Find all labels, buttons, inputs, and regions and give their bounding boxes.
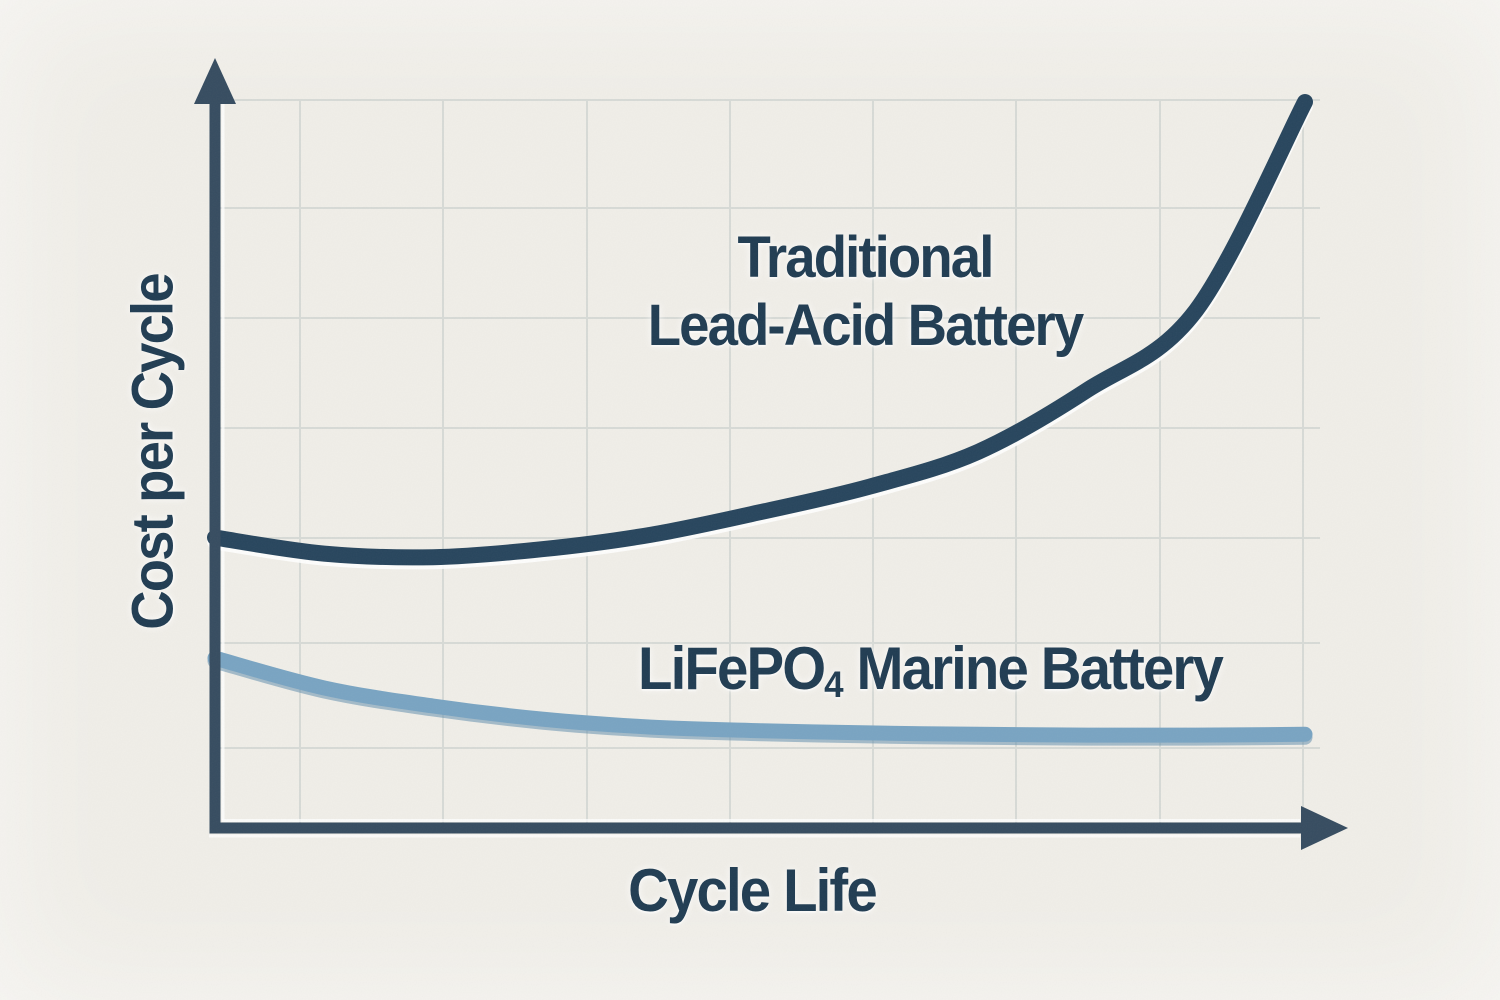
series-label-lead-acid-line1: Traditional [737, 225, 994, 290]
series-label-lead-acid-line2: Lead-Acid Battery [647, 293, 1084, 358]
x-axis-arrowhead [1301, 806, 1348, 850]
series-label-lifepo4-subscript: 4 [824, 663, 843, 706]
y-axis-arrowhead [194, 58, 236, 104]
series-label-lifepo4-prefix: LiFePO [638, 635, 826, 702]
series-label-lead-acid: Traditional Lead-Acid Battery [647, 224, 1084, 360]
series-label-lifepo4: LiFePO4 Marine Battery [638, 635, 1224, 703]
y-axis-label: Cost per Cycle [120, 274, 186, 630]
x-axis-label: Cycle Life [628, 857, 878, 924]
series-label-lifepo4-suffix: Marine Battery [842, 635, 1223, 702]
